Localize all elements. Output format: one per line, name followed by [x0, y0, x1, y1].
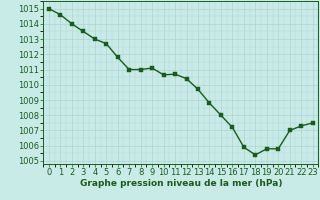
X-axis label: Graphe pression niveau de la mer (hPa): Graphe pression niveau de la mer (hPa): [80, 179, 282, 188]
